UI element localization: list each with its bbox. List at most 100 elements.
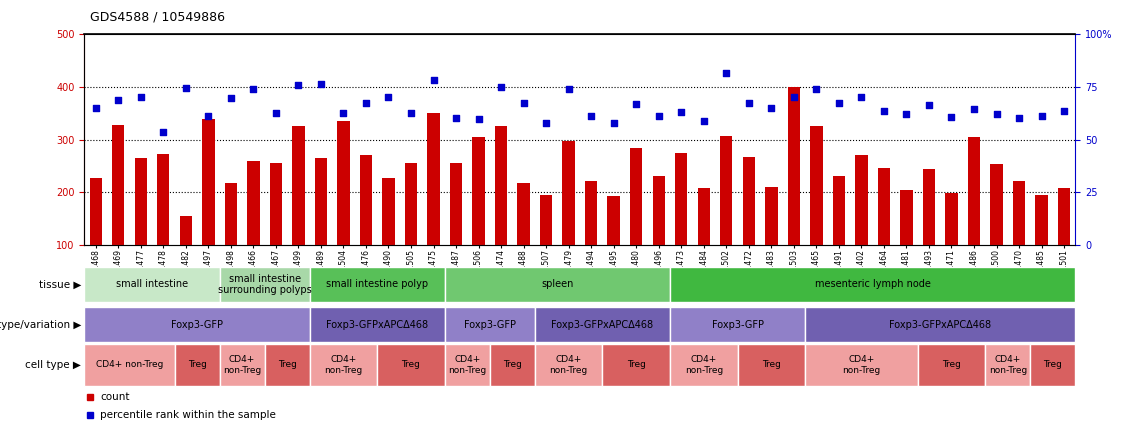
Bar (293, 126, 304, 245)
Bar (805, 343, 918, 386)
Bar (1036, 195, 1047, 245)
Point (920, 102, 938, 108)
Bar (833, 176, 844, 245)
Text: Foxp3-GFPxAPCΔ468: Foxp3-GFPxAPCΔ468 (327, 320, 428, 330)
Bar (248, 161, 259, 245)
Point (785, 94, 803, 101)
Bar (338, 121, 350, 245)
Bar (490, 343, 535, 386)
Point (87, 104, 105, 111)
Point (988, 110, 1006, 117)
Text: GDS4588 / 10549886: GDS4588 / 10549886 (90, 10, 225, 23)
Text: Treg: Treg (278, 360, 296, 369)
Bar (670, 343, 738, 386)
Text: Treg: Treg (627, 360, 645, 369)
Bar (698, 188, 711, 245)
Point (515, 99, 533, 106)
Bar (405, 163, 418, 245)
Bar (670, 308, 805, 342)
Point (852, 94, 870, 101)
Point (154, 128, 172, 135)
Bar (377, 343, 445, 386)
Bar (1013, 181, 1025, 245)
Bar (360, 156, 372, 245)
Text: Foxp3-GFPxAPCΔ468: Foxp3-GFPxAPCΔ468 (890, 320, 991, 330)
Bar (991, 164, 1002, 245)
Bar (518, 184, 530, 245)
Bar (220, 343, 265, 386)
Bar (310, 343, 377, 386)
Bar (540, 195, 552, 245)
Bar (856, 156, 867, 245)
Point (244, 86, 262, 93)
Point (199, 113, 217, 119)
Bar (495, 126, 508, 245)
Text: CD4+
non-Treg: CD4+ non-Treg (842, 355, 881, 374)
Point (357, 99, 375, 106)
Bar (84, 343, 175, 386)
Bar (445, 267, 670, 302)
Bar (811, 126, 822, 245)
Bar (918, 343, 985, 386)
Bar (84, 308, 310, 342)
Text: Treg: Treg (762, 360, 780, 369)
Point (695, 118, 713, 124)
Bar (923, 169, 935, 245)
Bar (314, 158, 328, 245)
Bar (175, 343, 220, 386)
Point (717, 70, 735, 77)
Text: CD4+
non-Treg: CD4+ non-Treg (324, 355, 363, 374)
Bar (901, 190, 913, 245)
Bar (270, 163, 283, 245)
Point (762, 104, 780, 111)
Point (379, 94, 397, 101)
Point (289, 81, 307, 88)
Point (897, 111, 915, 118)
Bar (1058, 188, 1070, 245)
Bar (265, 343, 310, 386)
Bar (878, 168, 891, 245)
Text: CD4+
non-Treg: CD4+ non-Treg (448, 355, 486, 374)
Text: small intestine polyp: small intestine polyp (327, 280, 428, 289)
Bar (631, 148, 642, 245)
Bar (428, 113, 440, 245)
Text: tissue ▶: tissue ▶ (38, 280, 81, 289)
Bar (445, 343, 490, 386)
Bar (985, 343, 1030, 386)
Point (942, 114, 960, 121)
Point (447, 115, 465, 122)
Bar (968, 137, 980, 245)
Bar (602, 343, 670, 386)
Point (177, 85, 195, 92)
Text: Foxp3-GFP: Foxp3-GFP (712, 320, 763, 330)
Point (830, 99, 848, 106)
Text: count: count (100, 392, 129, 402)
Point (605, 119, 623, 126)
Text: CD4+ non-Treg: CD4+ non-Treg (96, 360, 163, 369)
Text: genotype/variation ▶: genotype/variation ▶ (0, 320, 81, 330)
Bar (84, 267, 220, 302)
Bar (563, 141, 574, 245)
Text: percentile rank within the sample: percentile rank within the sample (100, 409, 276, 420)
Point (672, 108, 690, 115)
Text: Treg: Treg (503, 360, 521, 369)
Point (1055, 107, 1073, 114)
Bar (383, 178, 395, 245)
Bar (225, 183, 236, 245)
Bar (670, 267, 1075, 302)
Text: CD4+
non-Treg: CD4+ non-Treg (223, 355, 261, 374)
Point (537, 119, 555, 126)
Bar (90, 178, 102, 245)
Point (807, 86, 825, 93)
Text: Foxp3-GFP: Foxp3-GFP (171, 320, 223, 330)
Text: CD4+
non-Treg: CD4+ non-Treg (685, 355, 723, 374)
Text: Foxp3-GFPxAPCΔ468: Foxp3-GFPxAPCΔ468 (552, 320, 653, 330)
Bar (676, 153, 687, 245)
Point (425, 77, 443, 84)
Text: small intestine
surrounding polyps: small intestine surrounding polyps (217, 274, 312, 295)
Text: Treg: Treg (402, 360, 420, 369)
Bar (220, 267, 310, 302)
Bar (310, 267, 445, 302)
Text: cell type ▶: cell type ▶ (25, 360, 81, 370)
Bar (180, 216, 193, 245)
